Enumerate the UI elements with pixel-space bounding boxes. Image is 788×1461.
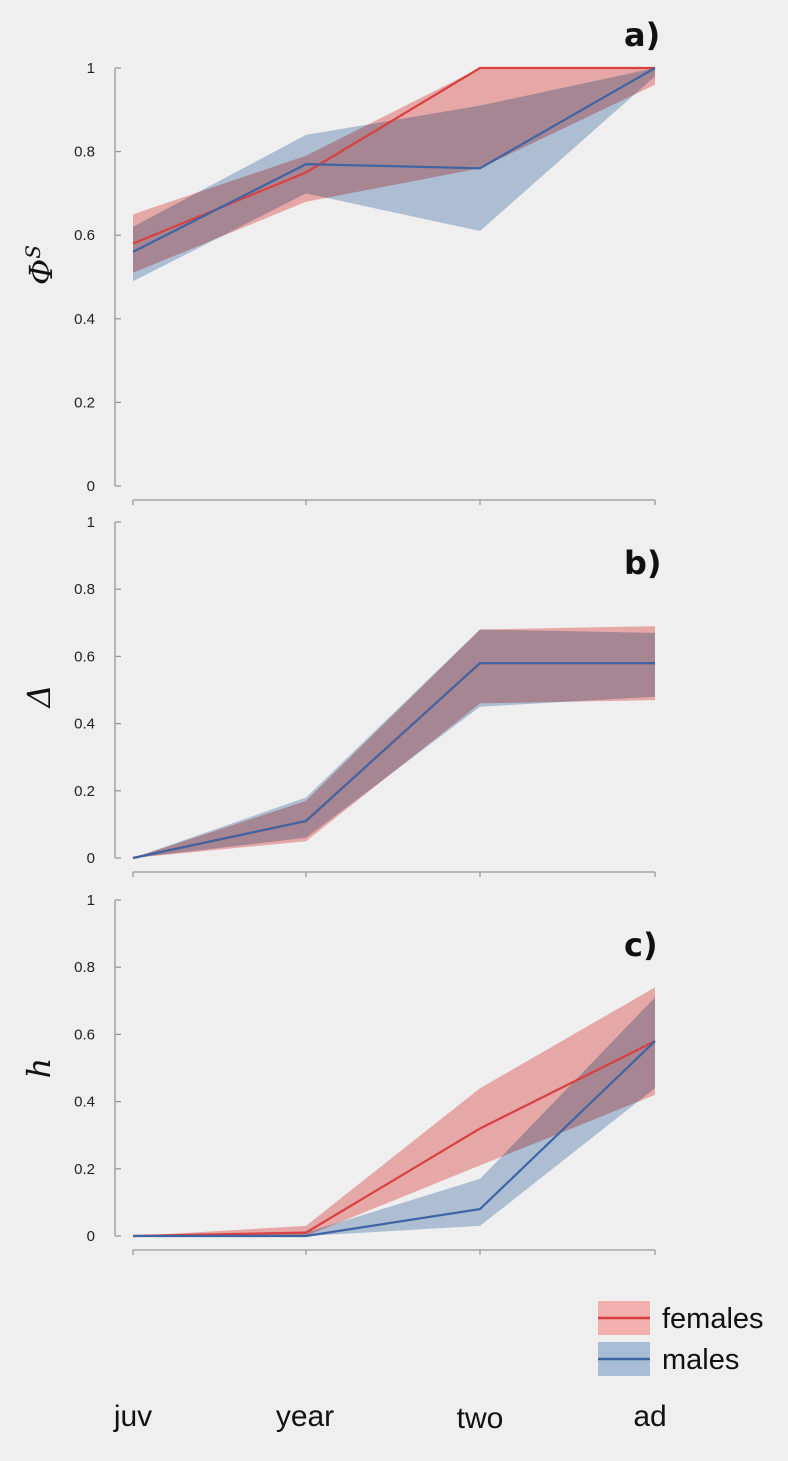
- y-tick-label: 0.4: [74, 311, 95, 328]
- x-tick-label: year: [276, 1400, 334, 1433]
- y-tick-label: 0: [87, 850, 95, 867]
- series-line-males: [132, 67, 656, 253]
- y-axis-label: Δ: [20, 684, 58, 709]
- y-axis-label: h: [20, 1058, 58, 1079]
- y-tick-label: 0.6: [74, 648, 95, 665]
- y-tick-label: 0: [87, 478, 95, 495]
- panel-b: 0 0.2 0.4 0.6 0.8 1 b) Δ: [20, 514, 662, 877]
- x-axis-categories: juv year two ad: [113, 1400, 667, 1435]
- legend: females males: [598, 1301, 764, 1376]
- series-line-females: [132, 1040, 656, 1238]
- y-tick-label: 1: [87, 514, 95, 531]
- legend-label-males: males: [662, 1344, 739, 1376]
- y-tick-label: 0.6: [74, 1026, 95, 1043]
- series-line-males: [133, 1040, 656, 1238]
- y-tick-label: 1: [87, 892, 95, 909]
- y-tick-label: 0.8: [74, 581, 95, 598]
- x-tick-label: juv: [113, 1400, 152, 1433]
- y-tick-label: 0.4: [74, 716, 95, 733]
- y-tick-label: 0.4: [74, 1094, 95, 1111]
- x-tick-label: ad: [633, 1400, 666, 1433]
- panel-a: 00.20.40.60.81a)ΦS: [21, 16, 660, 505]
- y-tick-label: 0.8: [74, 959, 95, 976]
- panel-c: 0 0.2 0.4 0.6 0.8 1 c) h: [20, 892, 658, 1255]
- panel-label: c): [624, 926, 658, 964]
- y-tick-label: 0.8: [74, 144, 95, 161]
- x-tick-label: two: [457, 1402, 504, 1435]
- legend-label-females: females: [662, 1303, 764, 1335]
- y-tick-label: 1: [87, 60, 95, 77]
- panel-label: a): [624, 16, 660, 54]
- y-tick-label: 0.2: [74, 783, 95, 800]
- panel-label: b): [624, 544, 662, 582]
- series-line-males: [132, 661, 655, 860]
- y-tick-label: 0.6: [74, 227, 95, 244]
- y-tick-label: 0: [87, 1228, 95, 1245]
- y-tick-label: 0.2: [74, 1161, 95, 1178]
- ci-band-males: [133, 629, 655, 858]
- ci-band-males: [133, 68, 655, 282]
- y-axis-label-superscript: S: [21, 245, 45, 259]
- ci-band-males: [133, 997, 655, 1236]
- panels: 00.20.40.60.81a)ΦS00.20.40.60.81b)Δ00.20…: [20, 16, 662, 1255]
- y-tick-label: 0.2: [74, 394, 95, 411]
